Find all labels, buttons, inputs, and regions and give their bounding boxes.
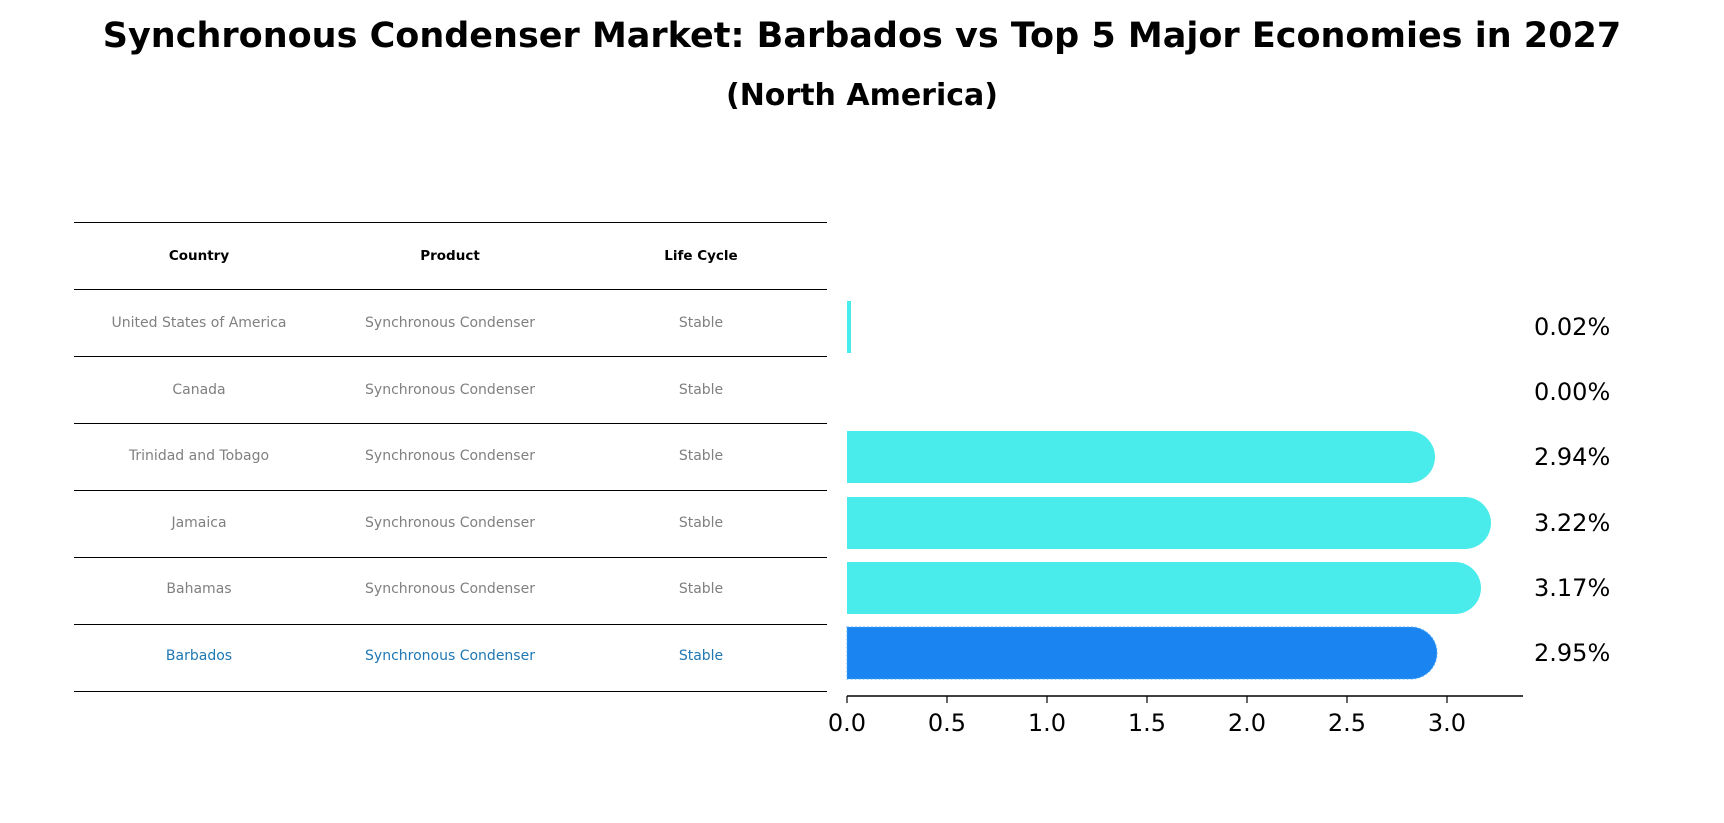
value-label: 3.17% <box>1534 574 1610 602</box>
cell-life-cycle: Stable <box>678 315 724 331</box>
x-tick-label: 1.5 <box>1128 709 1166 737</box>
table-rule <box>74 490 827 491</box>
x-tick-label: 2.0 <box>1228 709 1266 737</box>
cell-country: Canada <box>172 382 226 398</box>
cell-product: Synchronous Condenser <box>365 448 535 464</box>
cell-life-cycle: Stable <box>678 448 724 464</box>
table-rule <box>74 557 827 558</box>
x-tick-label: 0.0 <box>828 709 866 737</box>
bar <box>847 497 1491 549</box>
cell-country: Trinidad and Tobago <box>128 448 270 464</box>
table-rule <box>74 423 827 424</box>
cell-life-cycle: Stable <box>678 581 724 597</box>
header-country: Country <box>168 248 230 264</box>
cell-product: Synchronous Condenser <box>365 315 535 331</box>
table-rule <box>74 222 827 223</box>
table-rule <box>74 624 827 625</box>
header-product: Product <box>420 248 480 264</box>
cell-country: Jamaica <box>171 515 227 531</box>
cell-product: Synchronous Condenser <box>365 648 535 664</box>
cell-product: Synchronous Condenser <box>365 515 535 531</box>
value-label: 0.00% <box>1534 378 1610 406</box>
value-label: 2.94% <box>1534 443 1610 471</box>
value-label: 3.22% <box>1534 509 1610 537</box>
value-label: 0.02% <box>1534 313 1610 341</box>
chart-subtitle: (North America) <box>725 78 998 113</box>
cell-country: United States of America <box>111 315 287 331</box>
chart-title: Synchronous Condenser Market: Barbados v… <box>102 16 1622 56</box>
bar <box>847 562 1481 614</box>
bar <box>847 301 851 353</box>
table-rule <box>74 289 827 290</box>
cell-product: Synchronous Condenser <box>365 581 535 597</box>
cell-life-cycle: Stable <box>678 648 724 664</box>
cell-life-cycle: Stable <box>678 382 724 398</box>
cell-product: Synchronous Condenser <box>365 382 535 398</box>
x-tick-label: 1.0 <box>1028 709 1066 737</box>
x-tick-label: 3.0 <box>1428 709 1466 737</box>
x-tick-label: 2.5 <box>1328 709 1366 737</box>
cell-country: Barbados <box>165 648 233 664</box>
table-rule <box>74 691 827 692</box>
header-life-cycle: Life Cycle <box>664 248 738 264</box>
x-tick-label: 0.5 <box>928 709 966 737</box>
value-label: 2.95% <box>1534 639 1610 667</box>
table-rule <box>74 356 827 357</box>
cell-country: Bahamas <box>166 581 232 597</box>
bar <box>847 431 1435 483</box>
cell-life-cycle: Stable <box>678 515 724 531</box>
bar-highlight <box>846 626 1438 680</box>
